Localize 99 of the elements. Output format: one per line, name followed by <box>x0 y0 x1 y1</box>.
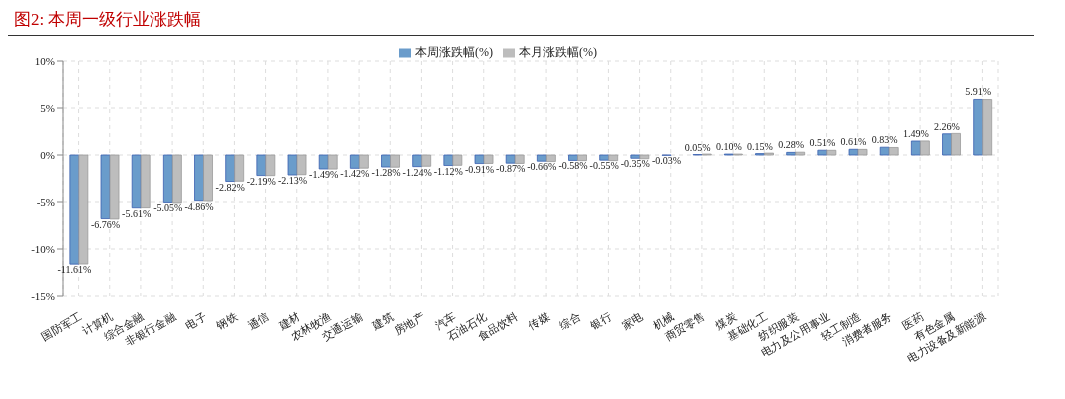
x-tick-label: 建筑 <box>369 310 396 333</box>
data-label: -5.61% <box>122 207 152 219</box>
bar <box>608 154 619 162</box>
data-label: -6.76% <box>90 218 121 230</box>
bar <box>514 154 525 164</box>
data-label: 1.49% <box>902 127 929 139</box>
bar <box>879 146 890 156</box>
bar <box>639 154 650 160</box>
bar <box>443 154 454 166</box>
data-label: -2.13% <box>277 175 308 187</box>
legend-label: 本周涨跌幅(%) <box>415 45 493 59</box>
bar <box>225 154 236 182</box>
x-tick-label: 综合 <box>557 310 583 332</box>
data-label: -1.49% <box>309 169 339 181</box>
bar <box>577 154 587 162</box>
bar <box>910 140 921 156</box>
data-label: -5.05% <box>153 202 183 214</box>
bar <box>78 154 89 265</box>
data-label: -0.55% <box>589 160 619 172</box>
bar <box>265 154 276 177</box>
y-tick-label: -5% <box>36 195 55 208</box>
bar <box>109 154 120 220</box>
bar <box>69 154 80 265</box>
bar <box>203 154 213 202</box>
legend-label: 本月涨跌幅(%) <box>519 45 597 59</box>
bar <box>296 154 307 176</box>
bar <box>942 133 952 156</box>
bar <box>234 154 245 182</box>
bar <box>786 151 797 156</box>
bar <box>505 154 516 164</box>
data-label: -0.87% <box>496 163 526 175</box>
x-tick-label: 电子 <box>183 310 209 332</box>
bar <box>162 154 173 203</box>
bar <box>795 151 806 156</box>
data-label: 0.05% <box>684 141 711 153</box>
bar <box>421 154 432 167</box>
bar <box>817 149 828 156</box>
bar <box>287 154 298 176</box>
data-label: 5.91% <box>965 86 992 98</box>
bar <box>100 154 111 219</box>
bar <box>973 99 984 156</box>
data-label: -0.66% <box>527 161 557 173</box>
bar <box>982 99 993 156</box>
data-label: 0.28% <box>778 139 805 151</box>
data-label: -1.28% <box>371 167 401 179</box>
data-label: 0.15% <box>747 140 773 152</box>
bar <box>171 154 182 204</box>
x-tick-label: 银行 <box>587 310 614 333</box>
data-label: -1.24% <box>402 166 432 178</box>
x-tick-label: 钢铁 <box>213 310 240 333</box>
data-label: 0.61% <box>840 136 867 148</box>
bar <box>568 154 578 161</box>
y-tick-label: 5% <box>40 101 55 114</box>
data-label: 0.83% <box>871 134 898 146</box>
bar <box>599 154 610 161</box>
bar <box>140 154 151 209</box>
bar <box>131 154 142 209</box>
bar <box>194 154 204 202</box>
data-label: -1.42% <box>340 168 370 180</box>
y-tick-label: 0% <box>40 148 55 161</box>
data-label: -0.58% <box>558 160 588 172</box>
bar <box>412 154 423 168</box>
bar <box>826 149 837 156</box>
data-label: 0.51% <box>809 137 836 149</box>
bar <box>919 140 930 156</box>
x-tick-label: 家电 <box>619 310 645 332</box>
bar <box>630 154 641 159</box>
data-label: -4.86% <box>184 200 214 212</box>
bar <box>888 147 899 156</box>
bar <box>318 154 329 170</box>
bar <box>474 154 485 164</box>
bar <box>349 154 360 169</box>
data-label: 0.10% <box>715 141 742 153</box>
bar <box>951 132 961 156</box>
bar <box>848 148 859 156</box>
data-label: -0.91% <box>464 163 495 175</box>
y-tick-label: -15% <box>31 289 55 302</box>
bar <box>256 154 267 176</box>
data-label: -0.35% <box>620 158 650 170</box>
bar <box>452 154 463 166</box>
bar <box>483 154 494 164</box>
x-tick-label: 通信 <box>245 310 271 332</box>
data-label: -2.82% <box>215 181 245 193</box>
data-label: -0.03% <box>651 155 682 167</box>
y-tick-label: -10% <box>31 242 55 255</box>
x-tick-label: 传媒 <box>526 310 552 332</box>
bar <box>390 154 400 168</box>
data-label: -2.19% <box>246 175 276 187</box>
bar <box>358 154 369 169</box>
data-label: -11.61% <box>57 264 92 276</box>
bar <box>536 154 547 162</box>
data-label: 2.26% <box>934 120 960 132</box>
data-label: -1.12% <box>433 165 463 177</box>
bar <box>381 154 391 168</box>
bar <box>857 148 868 156</box>
bar <box>545 154 556 162</box>
bar <box>327 154 338 170</box>
y-tick-label: 10% <box>34 54 55 67</box>
chart-title: 图2: 本周一级行业涨跌幅 <box>8 8 1034 36</box>
